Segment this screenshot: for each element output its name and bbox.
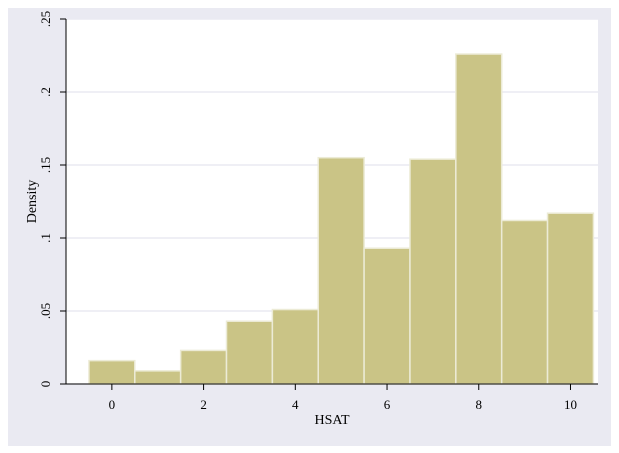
x-tick-label-3: 6: [384, 397, 391, 412]
x-tick-label-5: 10: [564, 397, 577, 412]
histogram-bar-4: [271, 308, 319, 385]
tick-labels: 0 .05 .1 .15 .2 .25 0 2 4 6 8 10: [38, 11, 577, 412]
y-tick-label-1: .05: [38, 303, 53, 319]
y-tick-label-4: .2: [38, 87, 53, 97]
y-tick-label-3: .15: [38, 157, 53, 173]
x-axis-label: HSAT: [314, 413, 349, 428]
y-axis-label: Density: [25, 180, 40, 224]
histogram-bar-2: [179, 349, 228, 385]
histogram-bar-6: [363, 247, 411, 385]
histogram-bar-8: [455, 53, 503, 385]
axes: [65, 19, 598, 385]
x-tick-label-2: 4: [292, 397, 299, 412]
histogram-bar-10: [546, 212, 595, 385]
histogram-bar-0: [88, 359, 136, 385]
x-tick-label-4: 8: [476, 397, 483, 412]
histogram-bars: [88, 53, 595, 385]
x-tick-label-0: 0: [109, 397, 116, 412]
y-tick-label-5: .25: [38, 11, 53, 27]
histogram-bar-9: [500, 219, 549, 385]
histogram-bar-3: [225, 320, 274, 385]
histogram-bar-5: [317, 156, 365, 385]
x-tick-label-1: 2: [200, 397, 207, 412]
histogram-bar-7: [409, 158, 457, 385]
tick-marks: [60, 18, 571, 390]
histogram-bar-1: [134, 370, 182, 385]
y-tick-label-0: 0: [38, 381, 53, 388]
y-tick-label-2: .1: [38, 233, 53, 243]
